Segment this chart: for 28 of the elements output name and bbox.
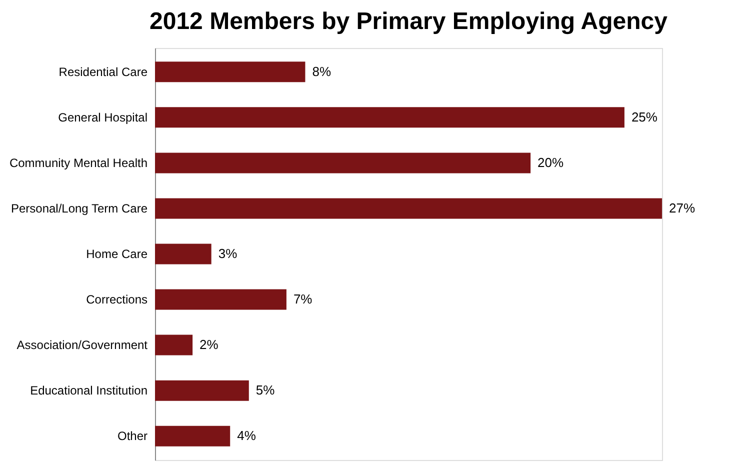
y-tick-label: Residential Care	[58, 64, 148, 79]
bar	[155, 152, 531, 174]
bar	[155, 289, 286, 310]
y-tick-label: General Hospital	[58, 110, 148, 124]
chart-title: 2012 Members by Primary Employing Agency	[150, 8, 668, 35]
y-tick-label: Personal/Long Term Care	[10, 201, 148, 216]
data-label: 2%	[200, 337, 219, 352]
data-label: 4%	[237, 428, 256, 444]
y-tick-label: Home Care	[86, 247, 148, 261]
bar	[155, 107, 624, 128]
y-tick-label: Community Mental Health	[9, 156, 148, 170]
data-label: 20%	[538, 154, 564, 170]
bar	[155, 380, 249, 401]
data-label: 8%	[312, 64, 332, 79]
data-label: 3%	[218, 246, 238, 261]
data-label: 7%	[293, 292, 313, 307]
bar	[155, 334, 193, 356]
bar	[155, 62, 306, 82]
bar	[155, 244, 212, 264]
y-tick-label: Other	[117, 429, 148, 444]
y-tick-label: Educational Institution	[30, 384, 148, 398]
y-tick-label: Association/Government	[16, 338, 148, 352]
y-tick-label: Corrections	[86, 292, 148, 307]
bar	[155, 198, 662, 219]
data-label: 5%	[256, 382, 276, 398]
data-label: 27%	[669, 200, 696, 216]
bar	[155, 426, 230, 446]
data-label: 25%	[631, 109, 658, 124]
